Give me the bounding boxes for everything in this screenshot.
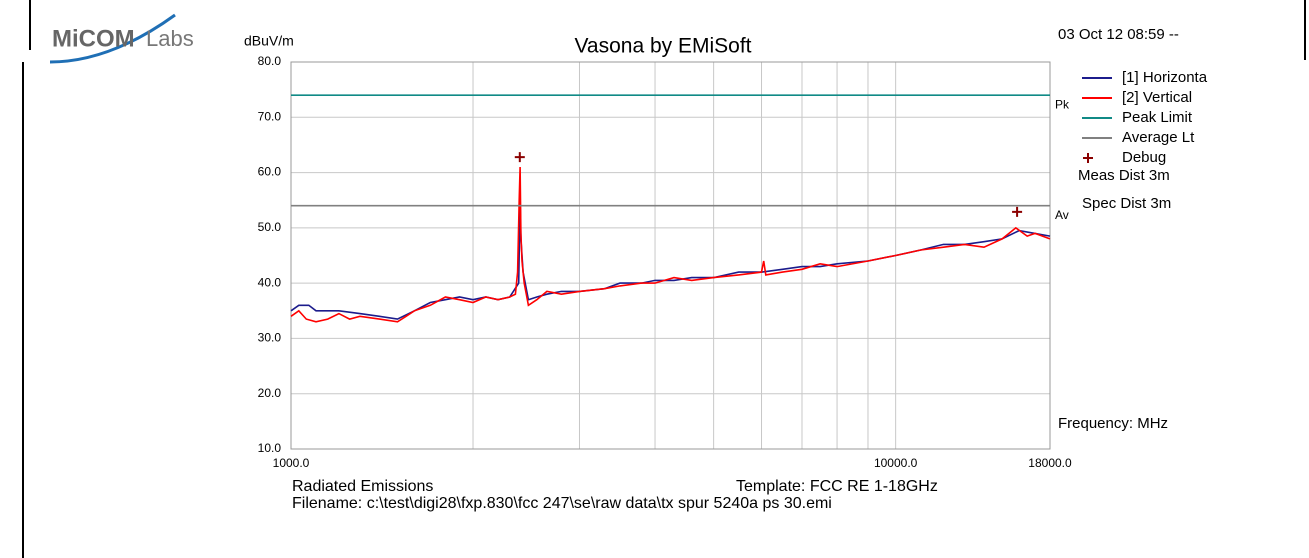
y-tick-label: 30.0 (258, 331, 282, 345)
series-line (290, 200, 1051, 320)
y-tick-label: 70.0 (258, 109, 282, 123)
y-tick-label: 80.0 (258, 54, 282, 68)
y-tick-label: 10.0 (258, 441, 282, 455)
x-tick-label: 18000.0 (1028, 456, 1072, 470)
plot-frame (290, 61, 1051, 450)
legend-swatch (1083, 153, 1093, 163)
footer-template: Template: FCC RE 1-18GHz (736, 478, 938, 495)
annotation: Meas Dist 3m (1078, 167, 1170, 184)
legend-label: Average Lt (1122, 129, 1195, 146)
debug-marker (514, 152, 525, 163)
legend-label: [1] Horizonta (1122, 69, 1208, 86)
y-axis-label: dBuV/m (244, 33, 294, 49)
series-line (290, 166, 1051, 323)
x-axis-label: Frequency: MHz (1058, 415, 1168, 432)
timestamp: 03 Oct 12 08:59 -- (1058, 26, 1179, 43)
chart-title: Vasona by EMiSoft (574, 35, 751, 58)
footer-filename: Filename: c:\test\digi28\fxp.830\fcc 247… (292, 495, 832, 512)
y-tick-label: 20.0 (258, 386, 282, 400)
limit-tag: Pk (1055, 97, 1070, 111)
y-tick-label: 50.0 (258, 220, 282, 234)
logo-brand: MiCOM (52, 25, 135, 52)
limit-tag: Av (1055, 208, 1069, 222)
x-tick-label: 10000.0 (874, 456, 918, 470)
logo-suffix: Labs (146, 26, 194, 51)
legend-label: [2] Vertical (1122, 89, 1192, 106)
x-tick-label: 1000.0 (273, 456, 310, 470)
logo-swoosh (49, 13, 176, 64)
annotation: Spec Dist 3m (1082, 195, 1171, 212)
y-tick-label: 60.0 (258, 165, 282, 179)
legend-label: Debug (1122, 149, 1166, 166)
legend-label: Peak Limit (1122, 109, 1193, 126)
footer-test: Radiated Emissions (292, 478, 433, 495)
y-tick-label: 40.0 (258, 275, 282, 289)
debug-marker (1012, 206, 1023, 217)
